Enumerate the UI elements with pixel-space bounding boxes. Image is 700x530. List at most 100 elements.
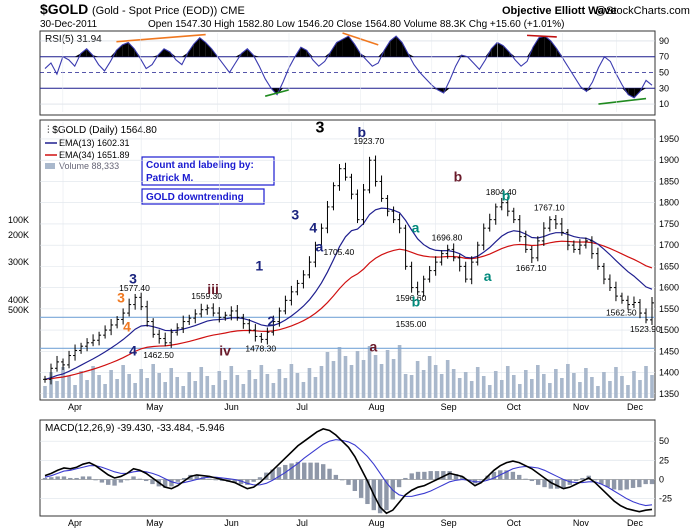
macd-histogram-bar: [611, 479, 617, 490]
volume-tick-label: 500K: [8, 305, 29, 315]
macd-histogram-bar: [529, 479, 535, 482]
volume-bar: [199, 367, 204, 398]
legend-price: ⫶ $GOLD (Daily) 1564.80: [47, 125, 157, 136]
rsi-overbought-fill: [342, 36, 349, 57]
macd-histogram-bar: [106, 479, 111, 485]
macd-histogram-bar: [365, 479, 370, 505]
volume-bar: [566, 364, 570, 398]
volume-bar: [109, 370, 113, 398]
volume-bar: [493, 371, 498, 398]
legend-price-name: $GOLD (Daily): [52, 125, 118, 136]
volume-bar: [235, 375, 240, 398]
macd-histogram-bar: [554, 479, 560, 489]
rsi-tick-label: 90: [659, 36, 669, 46]
price-label: 1577.40: [119, 283, 150, 293]
price-tick-label: 1350: [659, 389, 679, 399]
rsi-support-line: [264, 89, 290, 97]
rsi-overbought-fill: [187, 44, 194, 57]
macd-histogram-bar: [99, 479, 105, 483]
rsi-overbought-fill: [532, 37, 539, 57]
macd-histogram-bar: [93, 479, 98, 481]
volume-bar: [632, 371, 636, 398]
volume-bar: [217, 371, 222, 398]
macd-histogram-bar: [352, 479, 358, 491]
rsi-overbought-fill: [205, 42, 212, 57]
macd-histogram-bar: [238, 479, 244, 485]
volume-bar: [343, 356, 348, 398]
price-tick-label: 1700: [659, 240, 679, 250]
x-axis-month-label: Jul: [296, 402, 308, 412]
credit-line1: Count and labeling by:: [146, 160, 254, 171]
volume-bar: [620, 376, 624, 398]
volume-bar: [91, 366, 95, 398]
price-label: 1705.40: [323, 247, 354, 257]
macd-histogram-bar: [384, 479, 389, 511]
macd-histogram-bar: [321, 464, 326, 480]
volume-bar: [536, 365, 540, 398]
price-label: 1667.10: [516, 263, 547, 273]
ema13-line: [44, 207, 653, 380]
macd-histogram-bar: [137, 478, 143, 480]
macd-histogram-bar: [74, 477, 79, 480]
price-tick-label: 1500: [659, 325, 679, 335]
volume-bar: [133, 383, 137, 398]
wave-label: 3: [117, 289, 125, 305]
macd-histogram-bar: [377, 479, 383, 514]
macd-histogram-bar: [162, 479, 168, 488]
volume-tick-label: 400K: [8, 295, 29, 305]
macd-histogram-bar: [270, 469, 275, 480]
volume-bar: [542, 374, 546, 398]
x-axis-month-label: Nov: [573, 402, 590, 412]
volume-bar: [548, 383, 552, 398]
macd-x-axis-month-label: Apr: [68, 518, 82, 528]
volume-bar: [55, 381, 59, 398]
volume-bar: [409, 375, 414, 398]
volume-bar: [530, 379, 534, 398]
volume-bar: [554, 369, 558, 398]
legend-volume: Volume 88,333: [59, 161, 119, 171]
macd-histogram-bar: [295, 461, 301, 480]
wave-label: 1: [255, 258, 263, 274]
macd-histogram-bar: [605, 479, 610, 488]
rsi-divergence-line: [116, 33, 206, 43]
wave-label: a: [484, 268, 492, 284]
macd-tick-label: 0: [659, 475, 664, 485]
rsi-overbought-fill: [330, 42, 337, 57]
macd-histogram-bar: [339, 479, 345, 481]
volume-bar: [481, 376, 486, 398]
macd-histogram-bar: [485, 475, 490, 480]
volume-tick-label: 300K: [8, 257, 29, 267]
price-tick-label: 1600: [659, 283, 679, 293]
volume-bar: [253, 379, 258, 398]
volume-bar: [602, 372, 606, 398]
rsi-overbought-fill: [253, 55, 260, 57]
volume-bar: [313, 377, 318, 398]
wave-label: 2: [267, 313, 275, 329]
rsi-tick-label: 30: [659, 83, 669, 93]
volume-bar: [145, 378, 149, 398]
macd-histogram-bar: [434, 471, 440, 480]
macd-tick-label: 25: [659, 455, 669, 465]
volume-bar: [614, 367, 618, 398]
volume-bar: [608, 381, 612, 398]
rsi-overbought-fill: [497, 42, 504, 57]
volume-bar: [115, 379, 119, 398]
macd-histogram-bar: [308, 462, 313, 480]
x-axis-month-label: May: [146, 402, 164, 412]
macd-histogram-bar: [415, 471, 421, 480]
wave-label: iii: [207, 281, 219, 297]
volume-bar: [337, 347, 342, 398]
rsi-overbought-fill: [152, 55, 159, 57]
macd-histogram-bar: [251, 479, 256, 482]
price-tick-label: 1950: [659, 134, 679, 144]
chart-date: 30-Dec-2011: [40, 19, 98, 30]
wave-label: b: [454, 168, 463, 184]
macd-histogram-bar: [276, 467, 282, 480]
macd-tick-label: -25: [659, 494, 672, 504]
volume-bar: [73, 385, 77, 398]
macd-histogram-bar: [232, 479, 237, 483]
price-tick-label: 1400: [659, 368, 679, 378]
macd-x-axis-month-label: Jul: [296, 518, 308, 528]
rsi-line: [44, 35, 653, 99]
macd-line: [44, 428, 653, 515]
